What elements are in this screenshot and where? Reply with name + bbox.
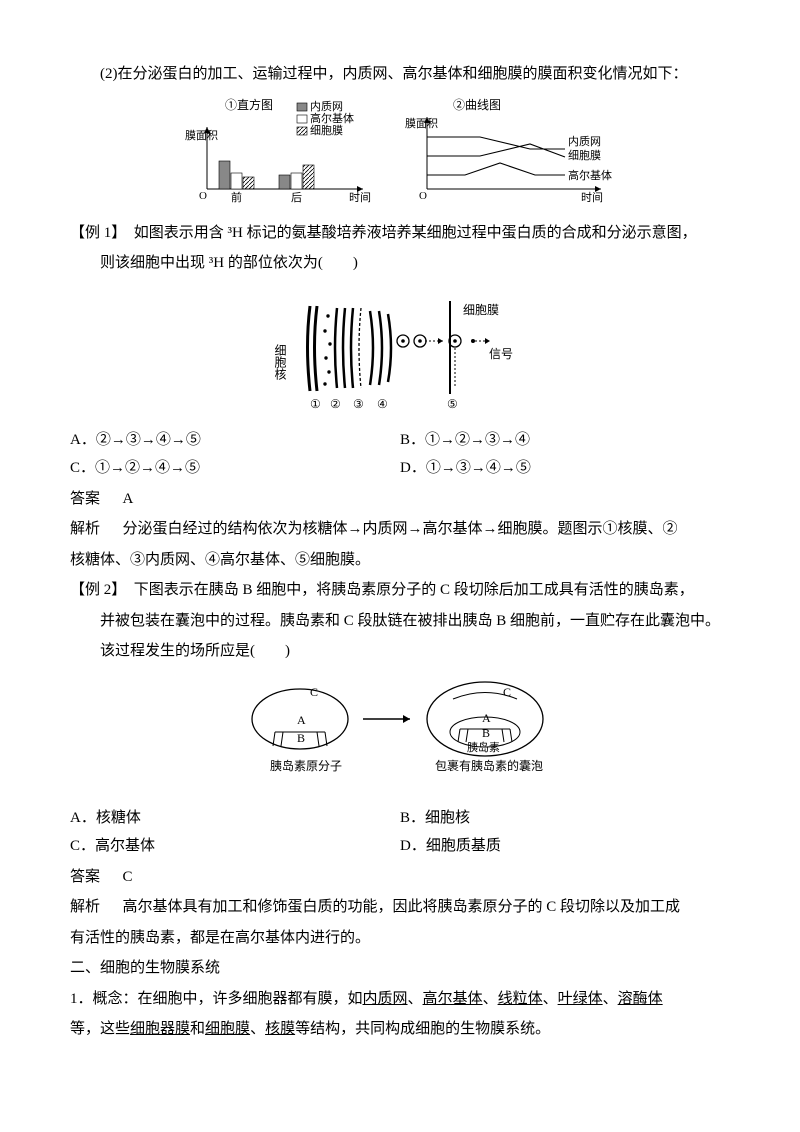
ex2-explain1: 解析高尔基体具有加工和修饰蛋白质的功能，因此将胰岛素原分子的 C 段切除以及加工…	[70, 893, 730, 922]
svg-text:B: B	[482, 726, 490, 740]
svg-text:高尔基体: 高尔基体	[310, 111, 354, 125]
svg-text:细胞膜: 细胞膜	[568, 149, 601, 162]
svg-text:⑤: ⑤	[447, 397, 458, 411]
ex2-diagram: A B C 胰岛素原分子 C A B 胰岛素 包裹有胰岛素的囊泡	[70, 674, 730, 794]
svg-text:细胞膜: 细胞膜	[310, 124, 343, 137]
svg-text:信号: 信号	[489, 347, 513, 361]
svg-text:胰岛素原分子: 胰岛素原分子	[270, 758, 342, 773]
svg-text:前: 前	[231, 190, 242, 204]
section2-heading: 二、细胞的生物膜系统	[70, 954, 730, 983]
svg-text:A: A	[297, 713, 306, 727]
svg-text:①: ①	[310, 397, 321, 411]
svg-text:内质网: 内质网	[568, 134, 601, 148]
ex2-q1: 【例 2】 下图表示在胰岛 B 细胞中，将胰岛素原分子的 C 段切除后加工成具有…	[70, 576, 730, 605]
svg-text:胰岛素: 胰岛素	[467, 740, 500, 754]
svg-text:O: O	[199, 190, 207, 202]
svg-text:时间: 时间	[581, 191, 603, 204]
ex1-opt-a: A．②→③→④→⑤	[70, 426, 400, 455]
svg-text:②: ②	[330, 397, 341, 411]
ex1-opt-c: C．①→②→④→⑤	[70, 454, 400, 483]
svg-text:后: 后	[291, 191, 302, 204]
chart1-legend: 内质网 高尔基体 细胞膜	[297, 99, 354, 137]
ex1-explain2: 核糖体、③内质网、④高尔基体、⑤细胞膜。	[70, 546, 730, 575]
ex1-opt-b: B．①→②→③→④	[400, 426, 730, 455]
ex2-q2: 并被包装在囊泡中的过程。胰岛素和 C 段肽链在被排出胰岛 B 细胞前，一直贮存在…	[70, 607, 730, 636]
svg-text:膜面积: 膜面积	[185, 129, 218, 142]
ex1-diagram: 细胞核 细胞膜 信号 ① ② ③ ④ ⑤	[70, 286, 730, 416]
svg-text:高尔基体: 高尔基体	[568, 168, 612, 182]
ex1-q2: 则该细胞中出现 ³H 的部位依次为( )	[70, 249, 730, 278]
ex1-answer: 答案A	[70, 485, 730, 514]
intro-line: (2)在分泌蛋白的加工、运输过程中，内质网、高尔基体和细胞膜的膜面积变化情况如下…	[70, 60, 730, 89]
svg-text:时间: 时间	[349, 191, 371, 204]
section2-p1b: 等，这些细胞器膜和细胞膜、核膜等结构，共同构成细胞的生物膜系统。	[70, 1015, 730, 1044]
ex1-explain1: 解析分泌蛋白经过的结构依次为核糖体→内质网→高尔基体→细胞膜。题图示①核膜、②	[70, 515, 730, 544]
ex2-opt-c: C．高尔基体	[70, 832, 400, 861]
svg-text:④: ④	[377, 397, 388, 411]
svg-text:O: O	[419, 190, 427, 202]
ex1-q1: 【例 1】 如图表示用含 ³H 标记的氨基酸培养液培养某细胞过程中蛋白质的合成和…	[70, 219, 730, 248]
ex2-q3: 该过程发生的场所应是( )	[70, 637, 730, 666]
svg-text:C: C	[503, 685, 511, 699]
ex2-answer: 答案C	[70, 863, 730, 892]
ex1-options: A．②→③→④→⑤ B．①→②→③→④ C．①→②→④→⑤ D．①→③→④→⑤	[70, 426, 730, 483]
membrane-charts: ①直方图 内质网 高尔基体 细胞膜 膜面积 O 时间	[70, 97, 730, 207]
curve-chart: ②曲线图 膜面积 O 时间 内质网 细胞膜 高尔基体	[405, 97, 615, 207]
svg-text:③: ③	[353, 397, 364, 411]
ex1-opt-d: D．①→③→④→⑤	[400, 454, 730, 483]
svg-text:A: A	[482, 711, 491, 725]
ex2-opt-d: D．细胞质基质	[400, 832, 730, 861]
section2-p1: 1．概念：在细胞中，许多细胞器都有膜，如内质网、高尔基体、线粒体、叶绿体、溶酶体	[70, 985, 730, 1014]
chart2-title: ②曲线图	[453, 98, 501, 112]
svg-text:包裹有胰岛素的囊泡: 包裹有胰岛素的囊泡	[435, 758, 543, 773]
ex2-opt-a: A．核糖体	[70, 804, 400, 833]
svg-text:细胞膜: 细胞膜	[463, 303, 499, 317]
svg-text:内质网: 内质网	[310, 99, 343, 113]
ex2-opt-b: B．细胞核	[400, 804, 730, 833]
ex2-options: A．核糖体 B．细胞核 C．高尔基体 D．细胞质基质	[70, 804, 730, 861]
svg-text:B: B	[297, 731, 305, 745]
svg-text:C: C	[310, 685, 318, 699]
svg-text:细胞核: 细胞核	[275, 343, 287, 379]
chart1-title: ①直方图	[225, 97, 273, 112]
ex2-explain2: 有活性的胰岛素，都是在高尔基体内进行的。	[70, 924, 730, 953]
bar-chart: ①直方图 内质网 高尔基体 细胞膜 膜面积 O 时间	[185, 97, 375, 207]
svg-text:膜面积: 膜面积	[405, 117, 438, 130]
